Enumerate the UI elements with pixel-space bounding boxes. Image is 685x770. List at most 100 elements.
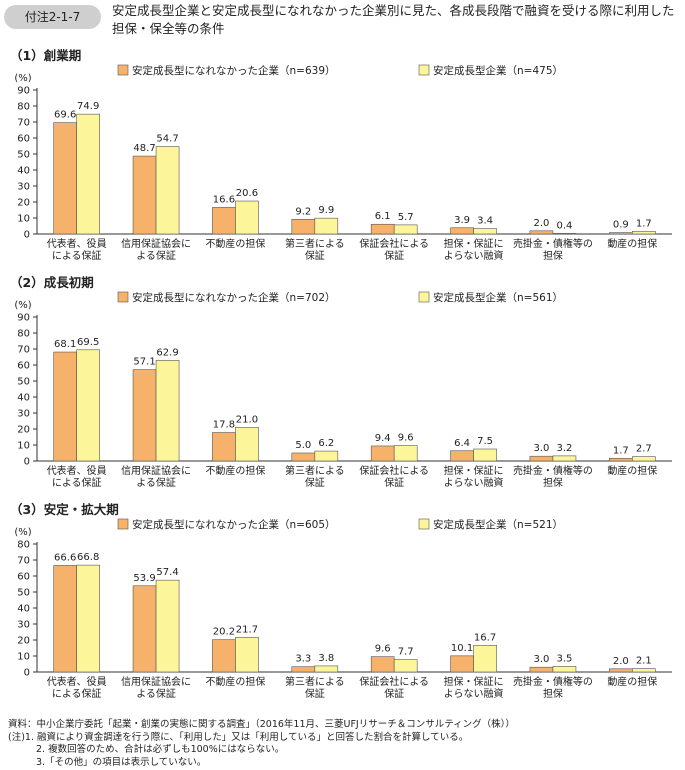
data-label: 16.7: [474, 632, 496, 643]
data-label: 3.5: [556, 653, 572, 664]
x-category-label: 代表者、役員: [47, 464, 107, 477]
bar-series-0: [212, 639, 236, 673]
data-label: 68.1: [54, 339, 76, 350]
bar-series-0: [370, 445, 395, 462]
bar-series-1: [632, 668, 656, 673]
x-category-label: 売掛金・債権等の: [513, 675, 593, 688]
bar-series-0: [370, 223, 395, 235]
bar-series-1: [235, 636, 259, 673]
x-category-label: 担保: [543, 687, 563, 700]
x-category-label: 保証会社による: [359, 464, 429, 477]
x-category-label: よらない融資: [444, 688, 504, 700]
data-label: 7.5: [477, 436, 493, 447]
note-2: 2. 複数回答のため、合計は必ずしも100%にはならない。: [36, 744, 285, 755]
data-label: 66.8: [77, 552, 99, 563]
y-tick-label: 30: [17, 182, 30, 193]
y-tick-label: 10: [17, 652, 30, 663]
bar-series-1: [314, 217, 339, 235]
data-label: 3.8: [318, 653, 334, 664]
bar-series-0: [132, 155, 157, 235]
data-label: 9.4: [375, 433, 391, 444]
y-tick-label: 40: [17, 393, 30, 404]
bar-series-0: [132, 369, 157, 462]
bar-series-0: [450, 450, 474, 462]
bar-series-1: [473, 448, 497, 462]
x-category-label: 第三者による: [285, 237, 345, 250]
y-tick-label: 70: [17, 345, 30, 356]
data-label: 0.4: [556, 220, 572, 231]
y-tick-label: 50: [17, 588, 30, 599]
data-label: 3.0: [533, 443, 549, 454]
x-category-label: 担保・保証に: [444, 237, 504, 250]
x-category-label: による保証: [52, 687, 102, 700]
bar-series-0: [291, 452, 316, 462]
y-tick-label: 80: [17, 540, 30, 551]
data-label: 1.7: [613, 445, 629, 456]
bar-series-1: [76, 113, 100, 235]
y-tick-label: 0: [24, 457, 30, 468]
x-category-label: 動産の担保: [607, 464, 657, 477]
y-tick-label: 60: [17, 361, 30, 372]
y-tick-label: 0: [24, 668, 30, 679]
data-label: 57.4: [156, 567, 178, 578]
panel-title: （2）成長初期: [10, 275, 94, 290]
y-tick-label: 30: [17, 409, 30, 420]
x-category-label: 担保: [543, 476, 563, 489]
legend-swatch-1: [418, 518, 430, 530]
data-label: 7.7: [398, 647, 414, 658]
bar-series-1: [632, 230, 656, 235]
x-category-label: による保証: [52, 476, 102, 489]
legend-swatch-1: [418, 64, 430, 76]
note-3: 3.「その他」の項目は表示していない。: [36, 756, 207, 768]
x-category-label: 信用保証協会に: [121, 464, 191, 477]
bar-series-1: [393, 445, 418, 462]
x-category-label: 信用保証協会に: [121, 237, 191, 250]
x-category-label: 担保・保証に: [444, 464, 504, 477]
legend-swatch-0: [117, 64, 129, 76]
y-tick-label: 40: [17, 166, 30, 177]
x-category-label: 信用保証協会に: [121, 675, 191, 688]
data-label: 16.6: [213, 194, 235, 205]
y-tick-label: 0: [24, 230, 30, 241]
x-category-label: 保証: [384, 687, 404, 700]
x-category-label: 不動産の担保: [205, 237, 265, 250]
x-category-label: よる保証: [136, 249, 176, 262]
data-label: 69.6: [54, 110, 76, 121]
bar-series-0: [450, 227, 474, 235]
bar-series-1: [552, 233, 577, 235]
bar-series-1: [76, 564, 100, 673]
notes-block: 資料：中小企業庁委託「起業・創業の実態に関する調査」（2016年11月、三菱UF…: [8, 719, 680, 769]
x-category-label: 保証: [305, 687, 325, 700]
bar-series-1: [155, 579, 180, 673]
data-label: 66.6: [54, 552, 76, 563]
bar-series-1: [473, 228, 497, 235]
x-category-label: よらない融資: [444, 477, 504, 489]
data-label: 1.7: [636, 218, 652, 229]
bar-series-0: [609, 232, 633, 235]
x-category-label: 保証: [305, 249, 325, 262]
data-label: 10.1: [451, 643, 473, 654]
data-label: 53.9: [133, 573, 155, 584]
legend-label-1: 安定成長型企業（n=561）: [433, 291, 563, 304]
data-label: 20.6: [236, 188, 258, 199]
bar-series-0: [529, 666, 554, 673]
y-axis-label: (%): [14, 300, 31, 311]
legend-swatch-0: [117, 518, 129, 530]
bar-series-0: [609, 457, 633, 462]
bar-series-0: [53, 351, 77, 462]
legend-swatch-1: [418, 291, 430, 303]
bar-series-0: [370, 656, 395, 673]
y-axis-label: (%): [14, 73, 31, 84]
data-label: 5.0: [295, 440, 311, 451]
data-label: 2.0: [613, 656, 629, 667]
bar-series-0: [291, 666, 316, 673]
y-tick-label: 80: [17, 329, 30, 340]
bar-series-0: [609, 668, 633, 673]
y-tick-label: 90: [17, 86, 30, 97]
y-tick-label: 70: [17, 556, 30, 567]
data-label: 3.0: [533, 654, 549, 665]
x-category-label: よらない融資: [444, 250, 504, 262]
legend-label-0: 安定成長型になれなかった企業（n=639）: [132, 64, 336, 77]
x-category-label: 動産の担保: [607, 237, 657, 250]
